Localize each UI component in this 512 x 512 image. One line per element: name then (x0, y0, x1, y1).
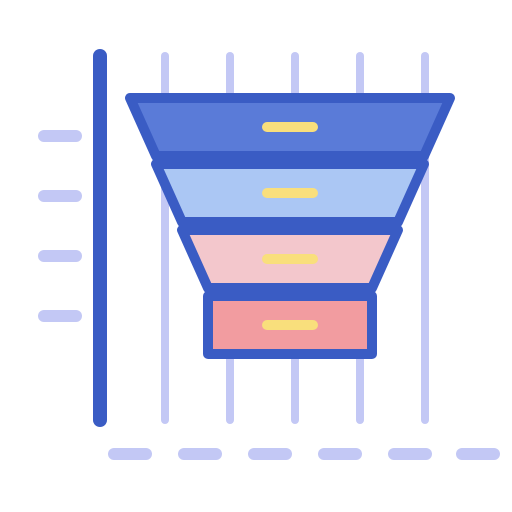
y-tick (38, 130, 82, 142)
x-tick (108, 448, 152, 460)
funnel-level-label-2 (262, 254, 318, 264)
x-tick (178, 448, 222, 460)
y-tick (38, 250, 82, 262)
funnel-level-label-0 (262, 122, 318, 132)
funnel-level-label-1 (262, 188, 318, 198)
y-tick (38, 310, 82, 322)
x-tick (318, 448, 362, 460)
x-ticks (108, 448, 500, 460)
funnel-level-label-3 (262, 320, 318, 330)
x-tick (456, 448, 500, 460)
x-tick (248, 448, 292, 460)
y-tick (38, 190, 82, 202)
y-ticks (38, 130, 82, 322)
funnel (130, 98, 450, 354)
funnel-chart-icon (0, 0, 512, 512)
x-tick (388, 448, 432, 460)
